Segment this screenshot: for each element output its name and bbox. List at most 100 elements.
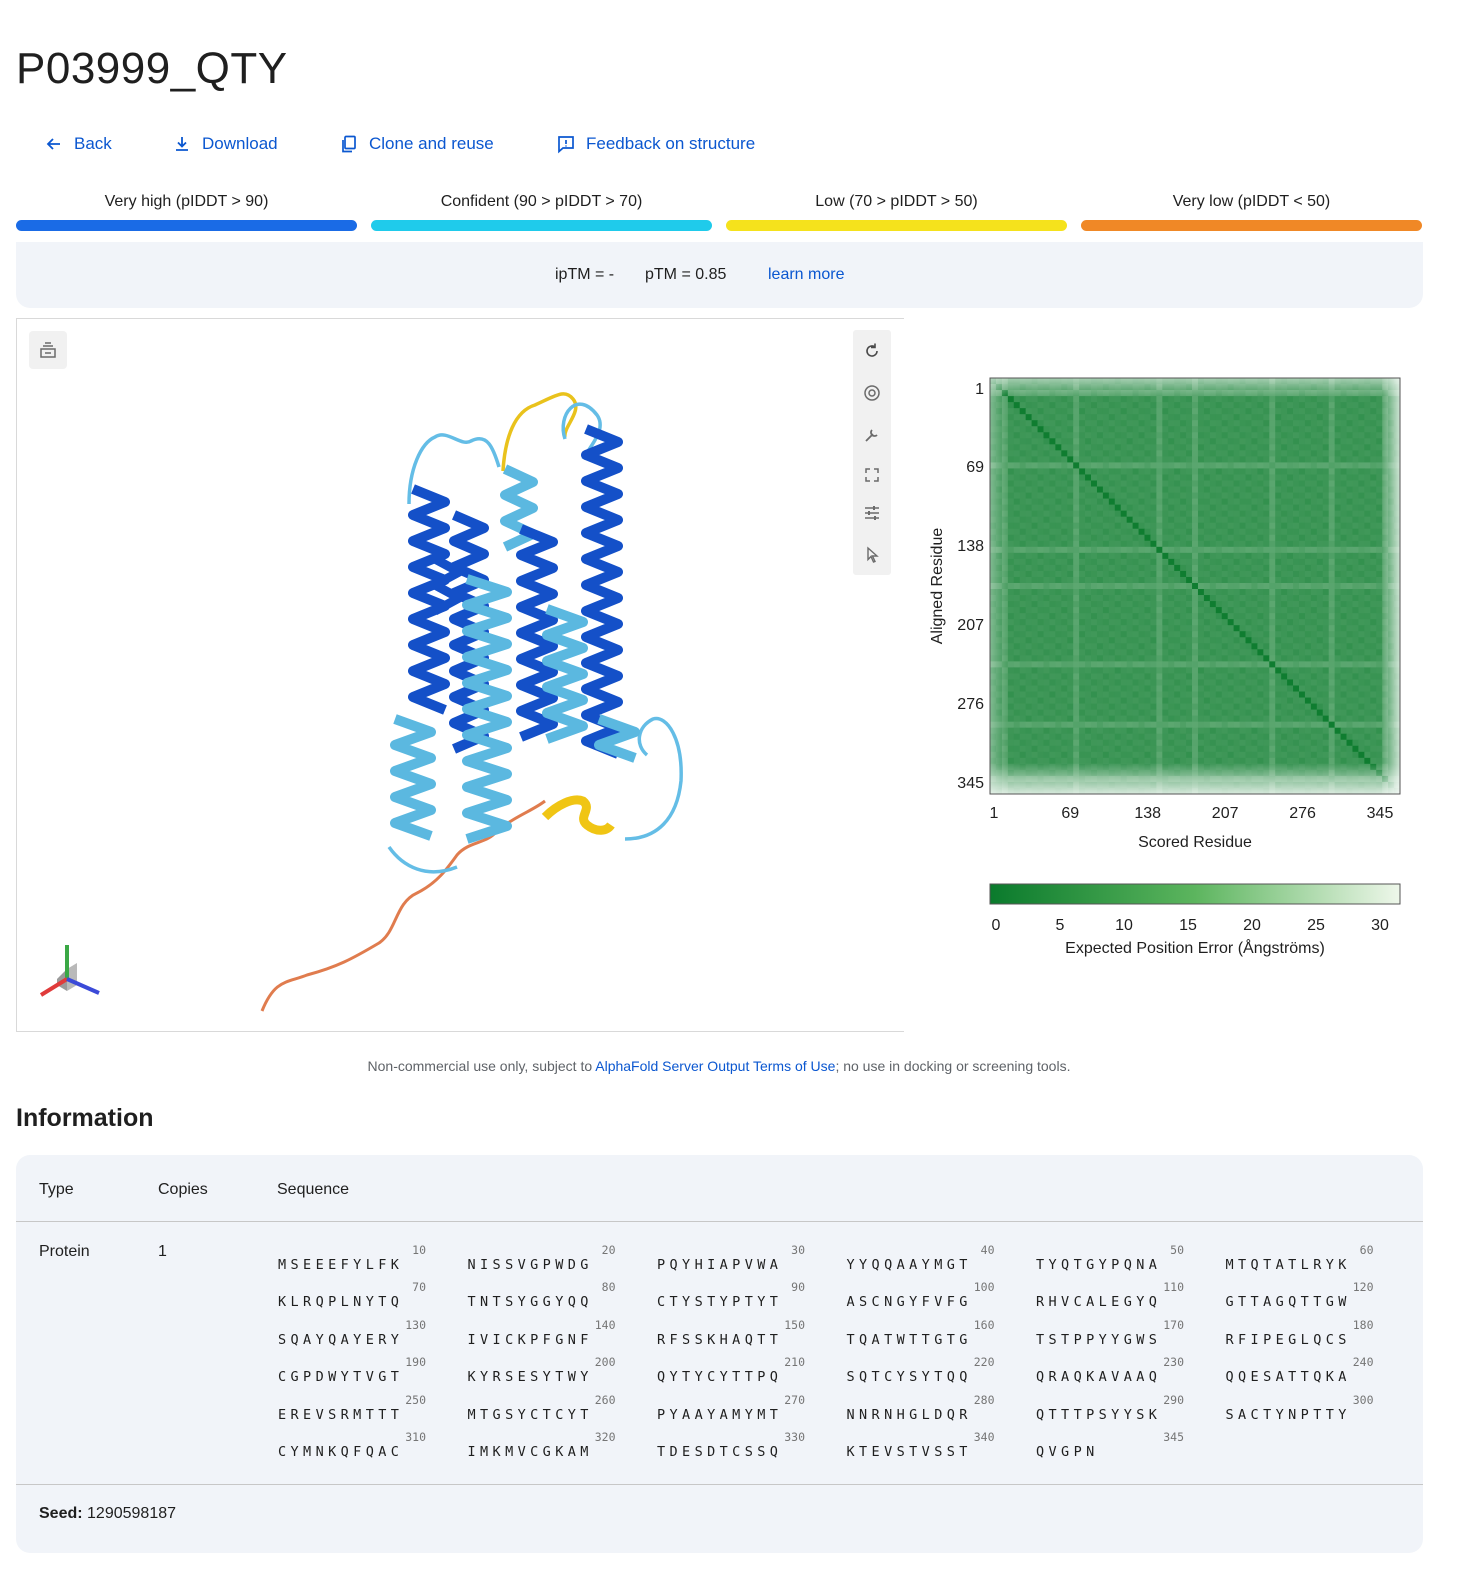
- protein-structure-render[interactable]: [17, 319, 904, 1032]
- sequence-residues: IMKMVCGKAM: [467, 1444, 593, 1460]
- sequence-position: 200: [594, 1355, 616, 1370]
- sequence-position: 345: [1163, 1430, 1184, 1444]
- sequence-residues: KLRQPLNYTQ: [278, 1294, 404, 1311]
- sequence-block: 70 KLRQPLNYTQ: [278, 1280, 428, 1312]
- sequence-position: 40: [980, 1243, 995, 1257]
- settings-wrench-button[interactable]: [853, 416, 891, 454]
- sequence-residues: KYRSESYTWY: [467, 1369, 593, 1386]
- sequence-residues: RFIPEGLQCS: [1225, 1331, 1351, 1348]
- sequence-position: 150: [784, 1317, 805, 1332]
- select-button[interactable]: [853, 536, 891, 574]
- sequence-block: 90 CTYSTYPTYT: [657, 1280, 807, 1312]
- sequence-residues: IVICKPFGNF: [467, 1331, 593, 1348]
- sequence-block: 310 CYMNKQFQAC: [278, 1430, 428, 1462]
- sequence-block: 300 SACTYNPTTY: [1226, 1393, 1376, 1425]
- sequence-block: 240 QQESATTQKA: [1226, 1355, 1376, 1387]
- layers-icon: [40, 342, 56, 358]
- sequence-residues: SACTYNPTTY: [1225, 1406, 1351, 1423]
- sequence-block: 220 SQTCYSYTQQ: [847, 1355, 997, 1387]
- sequence-residues: TDESDTCSSQ: [657, 1444, 783, 1460]
- sequence-position: 50: [1170, 1243, 1184, 1257]
- rotate-button[interactable]: [853, 332, 891, 370]
- sequence-position: 300: [1352, 1392, 1374, 1407]
- axes-triad-icon: [39, 945, 100, 997]
- sequence-block: 160 TQATWTTGTG: [847, 1318, 997, 1350]
- sequence-block: 230 QRAQKAVAAQ: [1036, 1355, 1186, 1387]
- sequence-block: 50 TYQTGYPQNA: [1036, 1243, 1186, 1275]
- sequence-block: 30 PQYHIAPVWA: [657, 1243, 807, 1275]
- helix-ribbon: [408, 484, 450, 715]
- x-tick-label: 276: [1289, 805, 1316, 822]
- sequence-block: 100 ASCNGYFVFG: [847, 1280, 997, 1312]
- sequence-block: 110 RHVCALEGYQ: [1036, 1280, 1186, 1312]
- heatmap-cells: [990, 378, 1401, 795]
- sequence-residues: TNTSYGGYQQ: [467, 1294, 593, 1311]
- information-heading: Information: [16, 1104, 154, 1132]
- y-tick-label: 276: [957, 696, 984, 713]
- colorbar-tick-label: 15: [1179, 917, 1197, 934]
- sequence-residues: CGPDWYTVGT: [278, 1369, 404, 1386]
- sequence-position: 90: [791, 1280, 805, 1295]
- colorbar-tick-label: 30: [1371, 917, 1389, 934]
- fullscreen-button[interactable]: [853, 456, 891, 494]
- information-table: Type Copies Sequence Protein 1 10 MSEEEFY…: [16, 1155, 1423, 1553]
- sequence-position: 170: [1163, 1317, 1184, 1332]
- helix-ribbon: [462, 574, 512, 844]
- sequence-block: 320 IMKMVCGKAM: [468, 1430, 618, 1462]
- sequence-residues: ASCNGYFVFG: [846, 1294, 972, 1311]
- header-type: Type: [39, 1181, 74, 1198]
- cell-copies: 1: [158, 1243, 167, 1260]
- back-button[interactable]: Back: [44, 128, 112, 160]
- y-tick-label: 1: [975, 381, 984, 398]
- heatmap-frame: [989, 377, 1401, 795]
- sequence-block: 200 KYRSESYTWY: [468, 1355, 618, 1387]
- loop-top-left: [407, 433, 501, 505]
- sequence-residues: YYQQAAYMGT: [846, 1257, 972, 1273]
- y-tick-label: 138: [957, 538, 984, 555]
- sequence-position: 210: [784, 1355, 805, 1370]
- ptm-value: pTM = 0.85: [645, 266, 727, 283]
- feedback-button[interactable]: Feedback on structure: [556, 128, 755, 160]
- download-icon: [176, 137, 188, 151]
- download-label: Download: [202, 134, 278, 153]
- sequence-position: 320: [594, 1430, 616, 1444]
- sequence-residues: SQTCYSYTQQ: [846, 1369, 972, 1386]
- sliders-icon: [865, 506, 879, 520]
- y-tick-label: 345: [957, 775, 984, 792]
- header-sequence: Sequence: [277, 1181, 350, 1198]
- helix-ribbon: [542, 604, 588, 744]
- screenshot-button[interactable]: [853, 374, 891, 412]
- legend-label: Confident (90 > pIDDT > 70): [440, 193, 643, 210]
- terms-link[interactable]: AlphaFold Server Output Terms of Use: [595, 1058, 836, 1074]
- feedback-label: Feedback on structure: [586, 134, 756, 153]
- layers-button[interactable]: [29, 331, 67, 369]
- sequence-block: 140 IVICKPFGNF: [468, 1318, 618, 1350]
- colorbar-tick-label: 0: [992, 917, 1001, 934]
- clone-and-reuse-button[interactable]: Clone and reuse: [339, 128, 494, 160]
- x-tick-label: 138: [1134, 805, 1161, 822]
- back-label: Back: [74, 134, 112, 153]
- terms-suffix: ; no use in docking or screening tools.: [835, 1058, 1071, 1074]
- learn-more-link[interactable]: learn more: [768, 266, 845, 283]
- sequence-position: 290: [1163, 1392, 1184, 1407]
- sequence-residues: PYAAYAMYMT: [657, 1406, 783, 1423]
- sequence-residues: MSEEEFYLFK: [278, 1257, 404, 1273]
- download-button[interactable]: Download: [172, 128, 278, 160]
- sequence-residues: QYTYCYTTPQ: [657, 1369, 783, 1386]
- x-tick-label: 207: [1212, 805, 1239, 822]
- loop-top-right: [561, 402, 602, 460]
- adjust-button[interactable]: [853, 494, 891, 532]
- structure-viewer[interactable]: [16, 318, 904, 1032]
- sequence-position: 100: [973, 1280, 995, 1295]
- sequence-residues: MTQTATLRYK: [1225, 1257, 1351, 1273]
- helix-ribbon: [516, 524, 558, 742]
- x-tick-labels: 1 69 138 207 276 345: [990, 805, 1394, 822]
- cell-type: Protein: [39, 1243, 90, 1260]
- sequence-residues: NISSVGPWDG: [467, 1257, 593, 1273]
- sequence-block: 260 MTGSYCTCYT: [468, 1393, 618, 1425]
- sequence-position: 330: [784, 1430, 805, 1444]
- colorbar-tick-label: 25: [1307, 917, 1325, 934]
- legend-low: Low (70 > pIDDT > 50): [726, 190, 1067, 234]
- colorbar-tick-label: 20: [1243, 917, 1261, 934]
